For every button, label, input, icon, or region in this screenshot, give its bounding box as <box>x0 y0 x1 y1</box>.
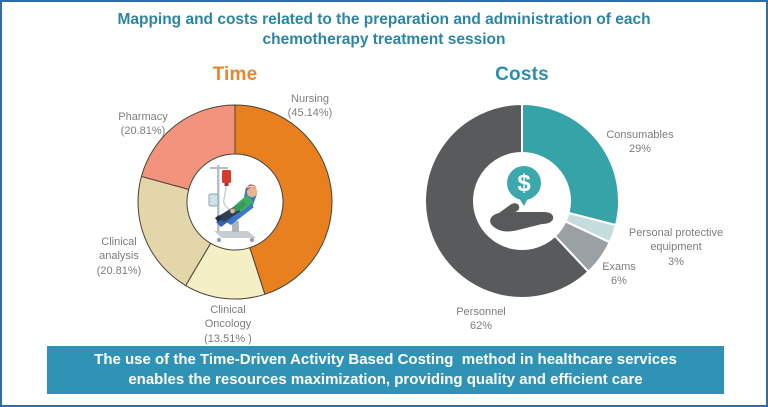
time-label-clinical-analysis: Clinical analysis (20.81%) <box>96 236 142 277</box>
costs-label-personnel: Personnel 62% <box>456 306 506 333</box>
figure-title-line1: Mapping and costs related to the prepara… <box>117 11 651 28</box>
pie-slice-pharmacy <box>140 104 236 190</box>
costs-donut-chart <box>424 103 620 299</box>
footer-banner-line2: enables the resources maximization, prov… <box>128 371 643 388</box>
patient-chemo-chair-icon <box>208 165 258 243</box>
costs-label-ppe: Personal protective equipment 3% <box>628 227 724 268</box>
costs-label-exams: Exams 6% <box>602 261 636 288</box>
figure-title: Mapping and costs related to the prepara… <box>42 10 726 50</box>
pie-slice-consumables <box>521 103 620 227</box>
pie-slice-nursing <box>234 104 333 295</box>
pie-slice-personnel <box>424 103 590 299</box>
time-label-clinical-oncology: Clinical Oncology (13.51% ) <box>204 304 252 345</box>
footer-banner: The use of the Time-Driven Activity Base… <box>47 346 724 394</box>
costs-chart-title: Costs <box>495 64 549 85</box>
time-chart-title: Time <box>212 64 258 85</box>
costs-label-consumables: Consumables 29% <box>606 129 674 156</box>
time-label-nursing: Nursing (45.14%) <box>287 93 333 120</box>
figure-title-line2: chemotherapy treatment session <box>262 31 506 48</box>
footer-banner-line1: The use of the Time-Driven Activity Base… <box>94 351 677 368</box>
time-label-pharmacy: Pharmacy (20.81%) <box>118 111 168 138</box>
patient-chemo-chair-illustration <box>188 155 282 249</box>
hand-holding-dollar-icon: $ <box>477 154 571 248</box>
pie-slice-clinical-analysis <box>137 175 212 287</box>
time-donut-chart <box>137 104 333 300</box>
svg-text:$: $ <box>517 170 531 197</box>
hand-dollar-coin-icon: $ <box>490 166 554 232</box>
